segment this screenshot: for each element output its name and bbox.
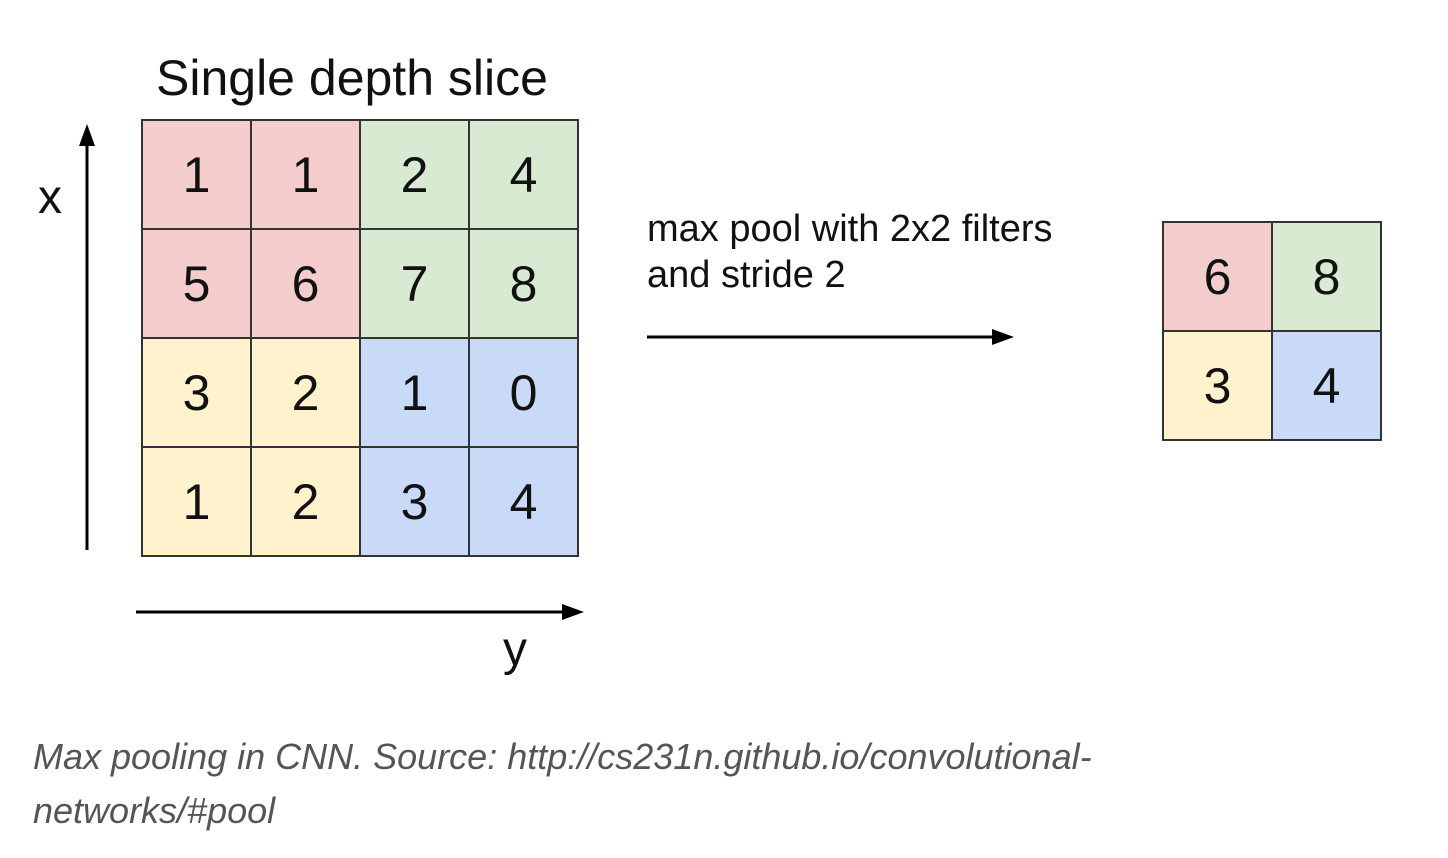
x-axis-label: x <box>38 171 62 224</box>
input-cell: 4 <box>470 448 579 557</box>
input-cell: 3 <box>143 339 252 448</box>
input-cell: 1 <box>252 121 361 230</box>
slice-title: Single depth slice <box>156 50 548 106</box>
input-cell: 1 <box>361 339 470 448</box>
output-cell: 6 <box>1164 223 1273 332</box>
figure-caption: Max pooling in CNN. Source: http://cs231… <box>33 730 1233 838</box>
operation-label-line: and stride 2 <box>647 254 846 296</box>
input-cell: 6 <box>252 230 361 339</box>
input-cell: 3 <box>361 448 470 557</box>
y-axis-arrow <box>136 604 584 620</box>
input-cell: 8 <box>470 230 579 339</box>
caption-line: networks/#pool <box>33 790 276 831</box>
output-cell: 3 <box>1164 332 1273 441</box>
y-axis-label: y <box>503 623 527 676</box>
input-cell: 5 <box>143 230 252 339</box>
input-cell: 4 <box>470 121 579 230</box>
x-axis-arrow <box>79 124 95 550</box>
input-cell: 1 <box>143 448 252 557</box>
input-cell: 7 <box>361 230 470 339</box>
operation-label-line: max pool with 2x2 filters <box>647 208 1053 250</box>
input-cell: 2 <box>361 121 470 230</box>
input-cell: 2 <box>252 339 361 448</box>
output-cell: 8 <box>1273 223 1382 332</box>
operation-label: max pool with 2x2 filters and stride 2 <box>647 206 1053 298</box>
operation-arrow <box>647 329 1014 345</box>
output-cell: 4 <box>1273 332 1382 441</box>
caption-line: Max pooling in CNN. Source: http://cs231… <box>33 736 1092 777</box>
input-cell: 1 <box>143 121 252 230</box>
input-cell: 0 <box>470 339 579 448</box>
input-cell: 2 <box>252 448 361 557</box>
